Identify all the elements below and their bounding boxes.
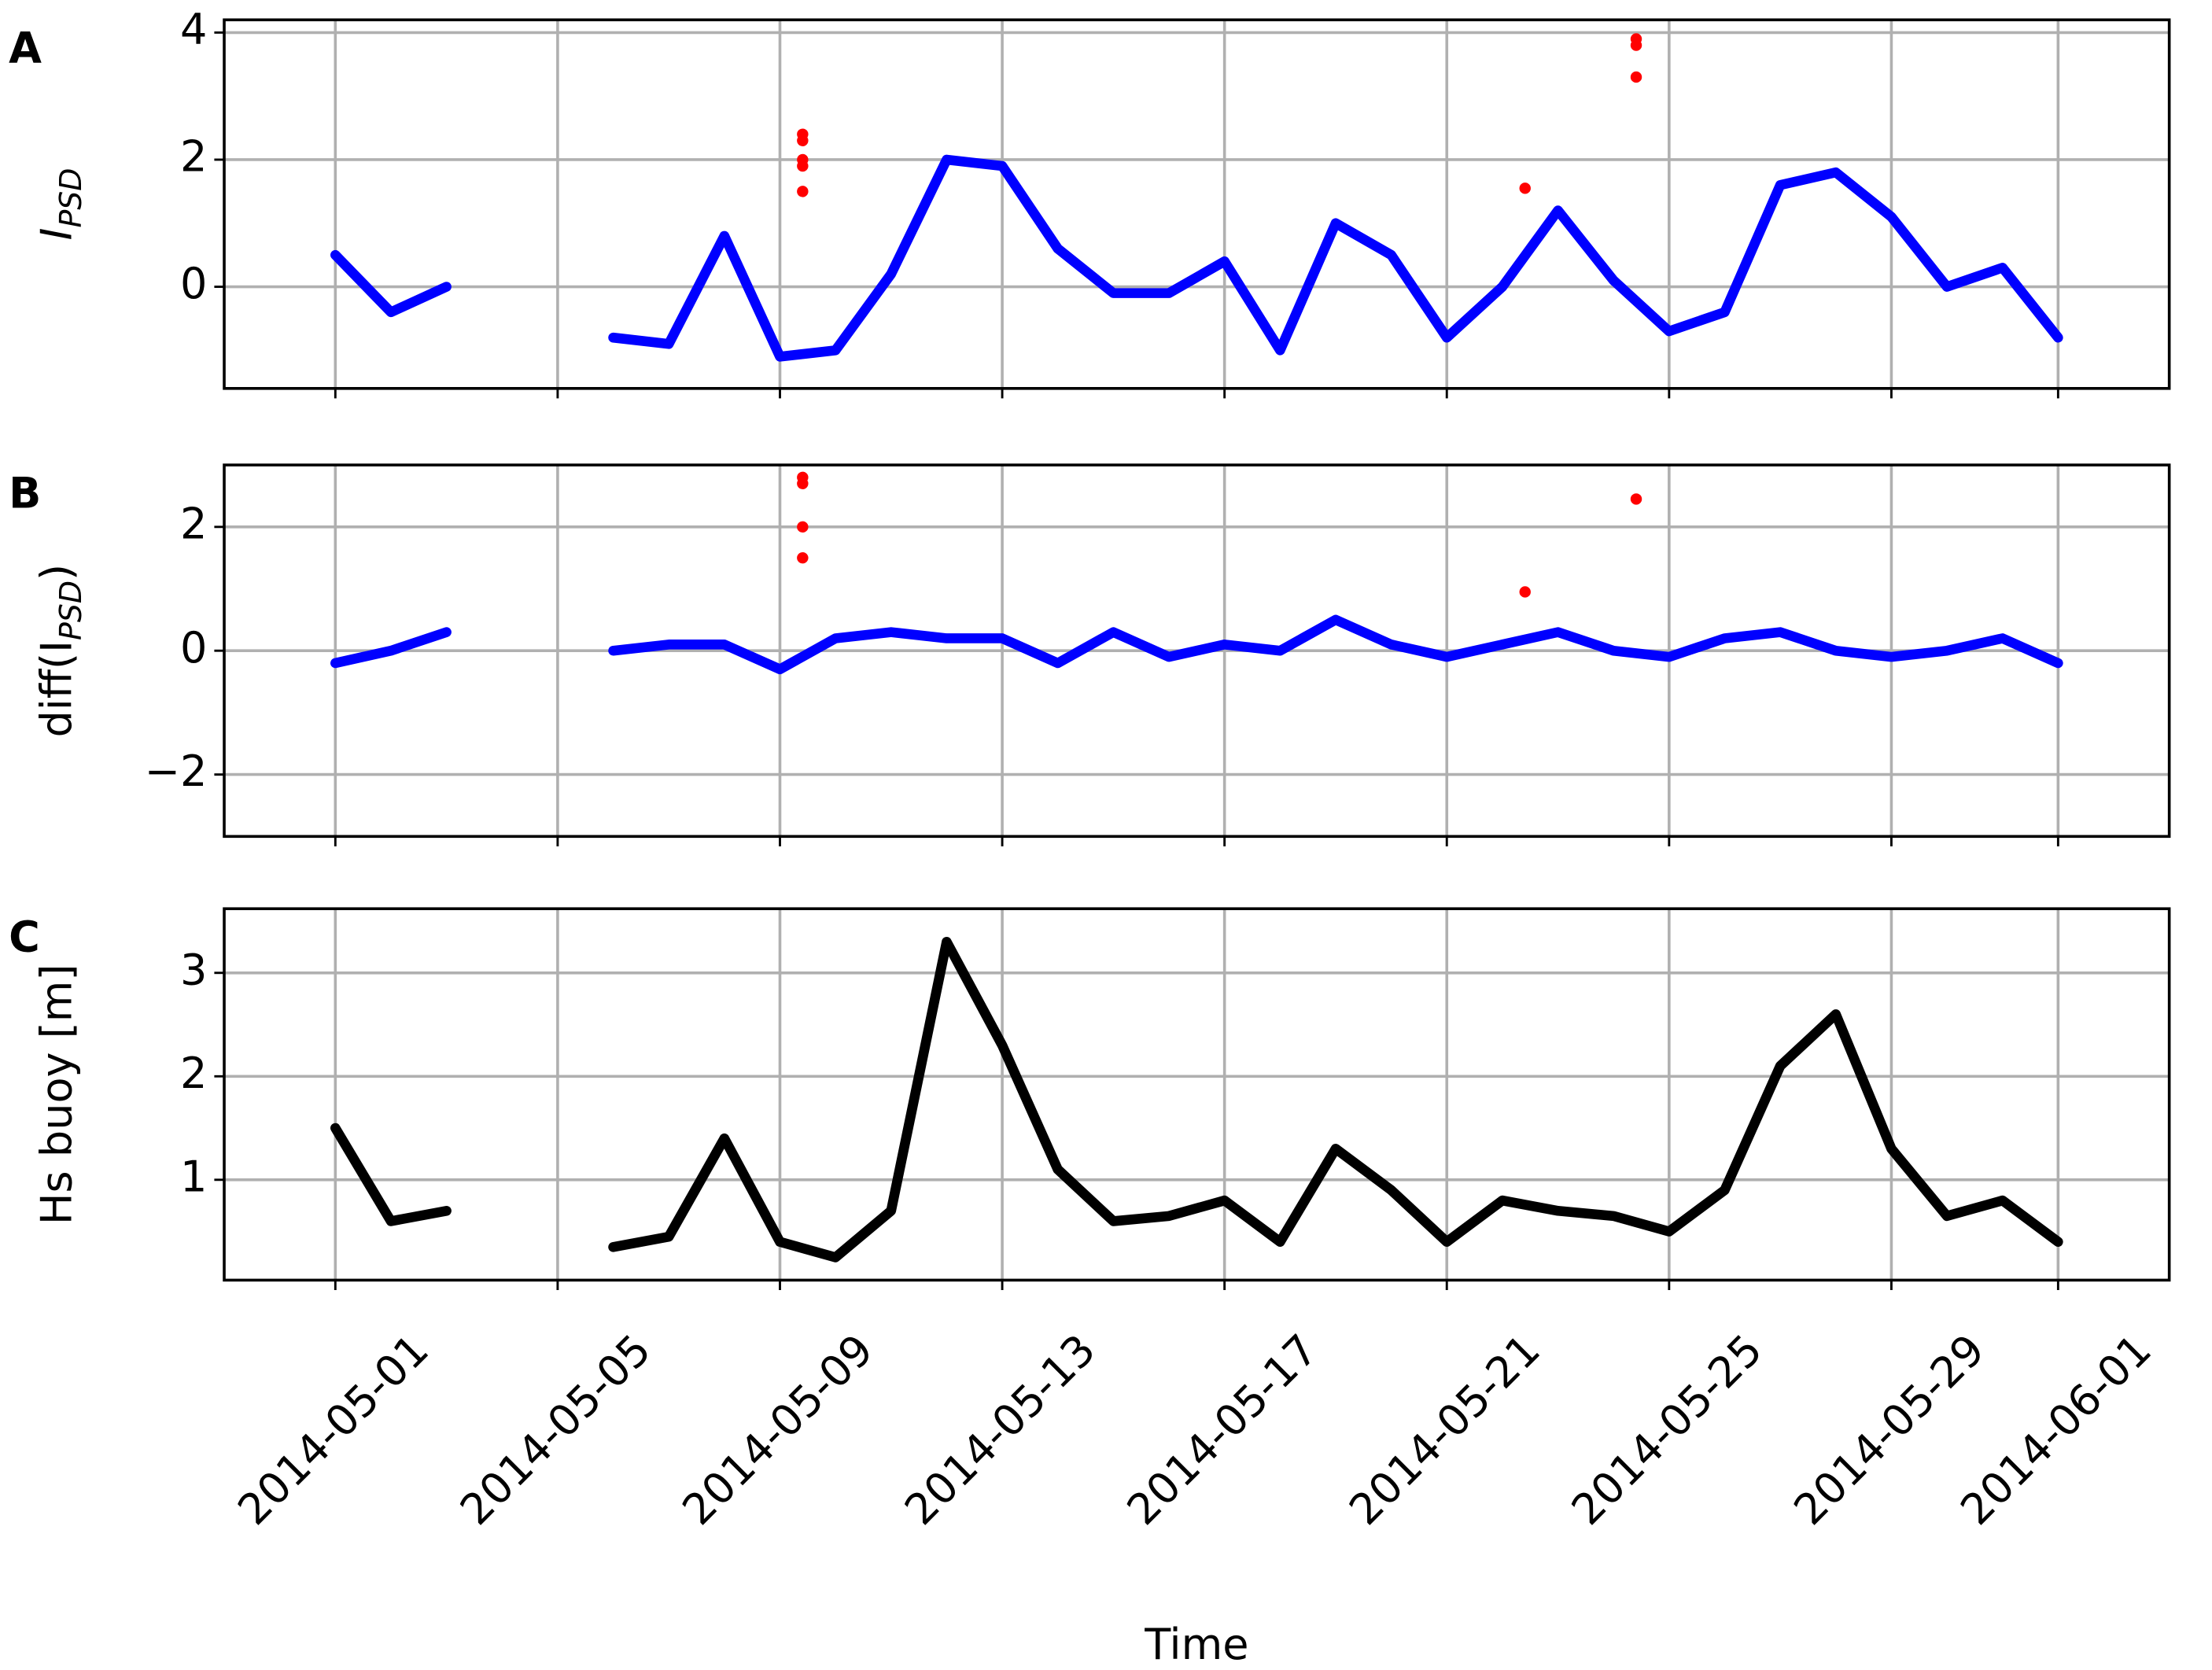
outlier-point (1519, 586, 1531, 598)
panel-label: C (9, 912, 40, 962)
outlier-point (797, 160, 809, 172)
y-tick-label: 1 (180, 1152, 207, 1201)
y-label-text: ) (31, 564, 81, 581)
x-tick-label: 2014-05-21 (1340, 1325, 1550, 1535)
x-tick-label: 2014-05-25 (1562, 1325, 1772, 1535)
x-tick-label: 2014-05-01 (228, 1325, 438, 1535)
outlier-point (797, 186, 809, 197)
panel-label: A (9, 24, 42, 73)
outlier-point (797, 551, 809, 564)
outlier-point (1519, 182, 1531, 194)
y-label-subscript: PSD (53, 581, 88, 640)
y-label-text: I (31, 228, 81, 241)
outlier-point (797, 135, 809, 146)
outlier-point (797, 477, 809, 489)
x-tick-label: 2014-05-17 (1118, 1325, 1328, 1535)
y-label-subscript: PSD (53, 168, 88, 228)
axes-frame (223, 463, 2171, 839)
series-line (330, 154, 2063, 362)
x-tick-label: 2014-05-05 (451, 1325, 661, 1535)
x-tick-label: 2014-05-09 (673, 1325, 883, 1535)
y-tick-label: 0 (180, 259, 207, 308)
y-axis-label: diff(IPSD) (31, 564, 88, 738)
panel-label: B (9, 468, 41, 518)
y-tick-label: 0 (180, 623, 207, 673)
x-axis-label: Time (1144, 1620, 1248, 1669)
outlier-point (1630, 71, 1642, 83)
series-line (330, 936, 2063, 1263)
y-tick-label: 4 (180, 5, 207, 54)
axes-frame (223, 18, 2171, 390)
series-line (330, 614, 2063, 675)
y-label-text: Hs buoy [m] (31, 964, 81, 1226)
outlier-point (797, 521, 809, 533)
y-axis-label: IPSD (31, 168, 88, 241)
y-tick-label: −2 (145, 747, 208, 796)
y-tick-label: 2 (180, 1049, 207, 1098)
x-tick-label: 2014-05-13 (895, 1325, 1105, 1535)
y-axis-label: Hs buoy [m] (31, 964, 81, 1226)
y-tick-label: 2 (180, 499, 207, 548)
y-tick-label: 2 (180, 132, 207, 182)
outlier-point (1630, 493, 1642, 505)
y-label-text: diff(I (31, 640, 81, 738)
axes-frame (223, 907, 2171, 1282)
outlier-point (1630, 39, 1642, 51)
y-tick-label: 3 (180, 945, 207, 994)
